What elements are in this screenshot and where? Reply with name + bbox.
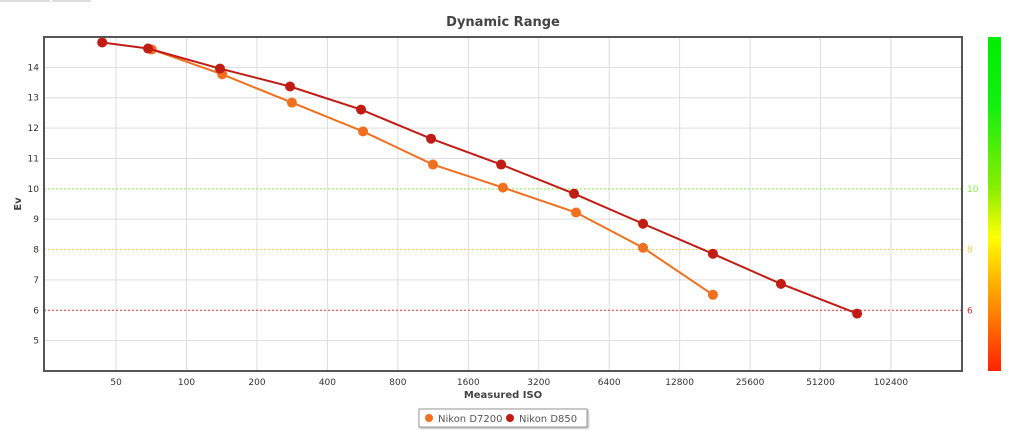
x-tick-label: 50 [110, 378, 122, 388]
data-point [496, 159, 507, 170]
y-tick-label: 9 [33, 215, 39, 225]
reference-label: 8 [967, 246, 973, 256]
y-tick-label: 7 [33, 276, 39, 286]
color-scale-bar [988, 37, 1001, 371]
x-tick-label: 25600 [736, 378, 765, 388]
data-point [427, 159, 438, 170]
x-tick-label: 51200 [806, 378, 835, 388]
data-point [707, 289, 718, 300]
tab-strip-2[interactable] [52, 0, 91, 2]
chart-title: Dynamic Range [446, 15, 560, 30]
legend-label-d850[interactable]: Nikon D850 [519, 414, 577, 425]
data-point [358, 126, 369, 137]
y-axis-label: Ev [13, 197, 24, 211]
x-tick-label: 200 [248, 378, 265, 388]
y-tick-label: 10 [28, 185, 40, 195]
y-tick-label: 5 [33, 337, 39, 347]
x-tick-label: 800 [389, 378, 406, 388]
x-tick-label: 12800 [665, 378, 694, 388]
y-tick-label: 12 [28, 124, 39, 134]
x-tick-label: 3200 [527, 378, 550, 388]
y-tick-label: 11 [28, 154, 39, 164]
data-point [497, 182, 508, 193]
data-point [569, 188, 580, 199]
y-tick-label: 6 [33, 306, 39, 316]
x-tick-label: 102400 [874, 378, 909, 388]
data-point [286, 97, 297, 108]
data-point [285, 81, 296, 92]
data-point [852, 308, 863, 319]
legend-marker-d7200 [425, 414, 433, 422]
data-point [426, 133, 437, 144]
data-point [638, 218, 649, 229]
x-axis-label: Measured ISO [464, 390, 542, 401]
tab-strip-1[interactable] [0, 0, 50, 2]
reference-label: 10 [967, 185, 979, 195]
data-point [214, 63, 225, 74]
data-point [97, 37, 108, 48]
legend-label-d7200[interactable]: Nikon D7200 [438, 414, 502, 425]
y-tick-label: 8 [33, 246, 39, 256]
data-point [775, 278, 786, 289]
legend: Nikon D7200 Nikon D850 [418, 408, 588, 428]
y-tick-label: 14 [28, 63, 40, 73]
data-point [571, 207, 582, 218]
plot-frame [43, 36, 963, 372]
data-point [638, 242, 649, 253]
data-point [707, 248, 718, 259]
x-tick-label: 400 [319, 378, 336, 388]
series-line-d850 [102, 41, 858, 315]
series-line-d7200 [151, 48, 714, 296]
data-point [356, 104, 367, 115]
x-tick-label: 1600 [457, 378, 480, 388]
x-tick-label: 6400 [598, 378, 621, 388]
y-tick-label: 13 [28, 94, 39, 104]
data-point [143, 43, 154, 54]
reference-label: 6 [967, 306, 973, 316]
x-tick-label: 100 [178, 378, 195, 388]
legend-marker-d850 [506, 414, 514, 422]
